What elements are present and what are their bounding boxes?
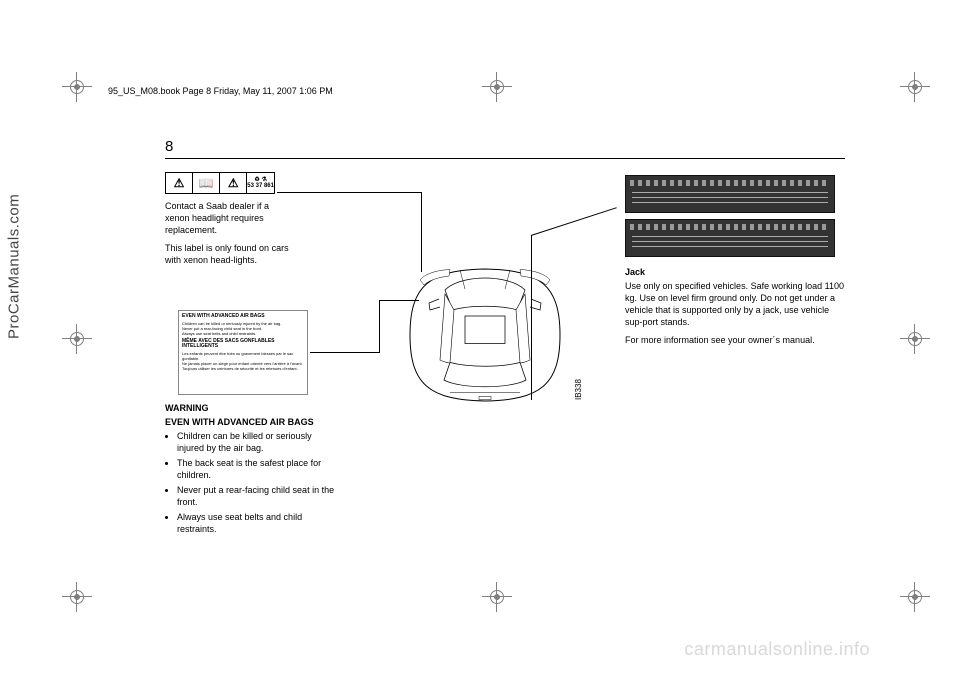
warning-bullet: The back seat is the safest place for ch…	[177, 457, 340, 481]
airbag-label-heading-fr: MÊME AVEC DES SACS GONFLABLES INTELLIGEN…	[182, 339, 304, 349]
jack-label-box	[625, 175, 835, 213]
warning-bullet: Children can be killed or seriously inju…	[177, 430, 340, 454]
jack-label-box	[625, 219, 835, 257]
bottom-watermark: carmanualsonline.info	[684, 639, 870, 660]
jack-more: For more information see your owner´s ma…	[625, 334, 847, 346]
leader-line	[379, 300, 380, 353]
jack-body: Use only on specified vehicles. Safe wor…	[625, 280, 847, 328]
warning-title: WARNING	[165, 402, 340, 414]
side-watermark: ProCarManuals.com	[6, 194, 23, 339]
airbag-warning-label-graphic: EVEN WITH ADVANCED AIR BAGS Children can…	[178, 310, 308, 395]
jack-label-graphic	[625, 175, 835, 263]
document-header: 95_US_M08.book Page 8 Friday, May 11, 20…	[108, 86, 333, 96]
crop-mark	[62, 72, 92, 102]
xenon-label-text: Contact a Saab dealer if a xenon headlig…	[165, 200, 295, 272]
manual-icon: 📖	[193, 173, 220, 193]
crop-mark	[482, 72, 512, 102]
warning-icon: ⚠	[166, 173, 193, 193]
xenon-paragraph: This label is only found on cars with xe…	[165, 242, 295, 266]
leader-line	[277, 192, 422, 193]
warning-list: Children can be killed or seriously inju…	[165, 430, 340, 535]
crop-mark	[62, 324, 92, 354]
warning-bullet: Always use seat belts and child restrain…	[177, 511, 340, 535]
illustration-ref: IB338	[574, 379, 583, 400]
airbag-label-heading-en: EVEN WITH ADVANCED AIR BAGS	[182, 314, 304, 319]
page-number: 8	[165, 138, 173, 155]
warning-icon-strip: ⚠ 📖 ⚠ ♻ ⚗ 53 37 861	[165, 172, 275, 194]
leader-line	[421, 192, 422, 272]
car-diagram	[390, 260, 580, 410]
warning-bullet: Never put a rear-facing child seat in th…	[177, 484, 340, 508]
warning-text-block: WARNING EVEN WITH ADVANCED AIR BAGS Chil…	[165, 402, 340, 538]
airbag-label-line: Always use seat belts and child restrain…	[182, 331, 304, 336]
recycle-icon: ♻ ⚗ 53 37 861	[247, 173, 274, 193]
crop-mark	[900, 582, 930, 612]
jack-text: Jack Use only on specified vehicles. Saf…	[625, 266, 847, 346]
leader-line	[531, 207, 617, 236]
leader-line	[531, 235, 532, 385]
jack-title: Jack	[625, 266, 847, 278]
airbag-label-line: Toujours utiliser les ceintures de sécur…	[182, 366, 304, 371]
airbag-label-line: Les enfants peuvent être tués ou graveme…	[182, 351, 304, 361]
warning-subtitle: EVEN WITH ADVANCED AIR BAGS	[165, 416, 340, 428]
crop-mark	[900, 72, 930, 102]
page: ProCarManuals.com carmanualsonline.info …	[0, 0, 960, 678]
xenon-paragraph: Contact a Saab dealer if a xenon headlig…	[165, 200, 295, 236]
crop-mark	[62, 582, 92, 612]
horizontal-rule	[165, 158, 845, 159]
crop-mark	[482, 582, 512, 612]
leader-line	[379, 300, 419, 301]
leader-line	[310, 352, 380, 353]
crop-mark	[900, 324, 930, 354]
warning-icon: ⚠	[220, 173, 247, 193]
